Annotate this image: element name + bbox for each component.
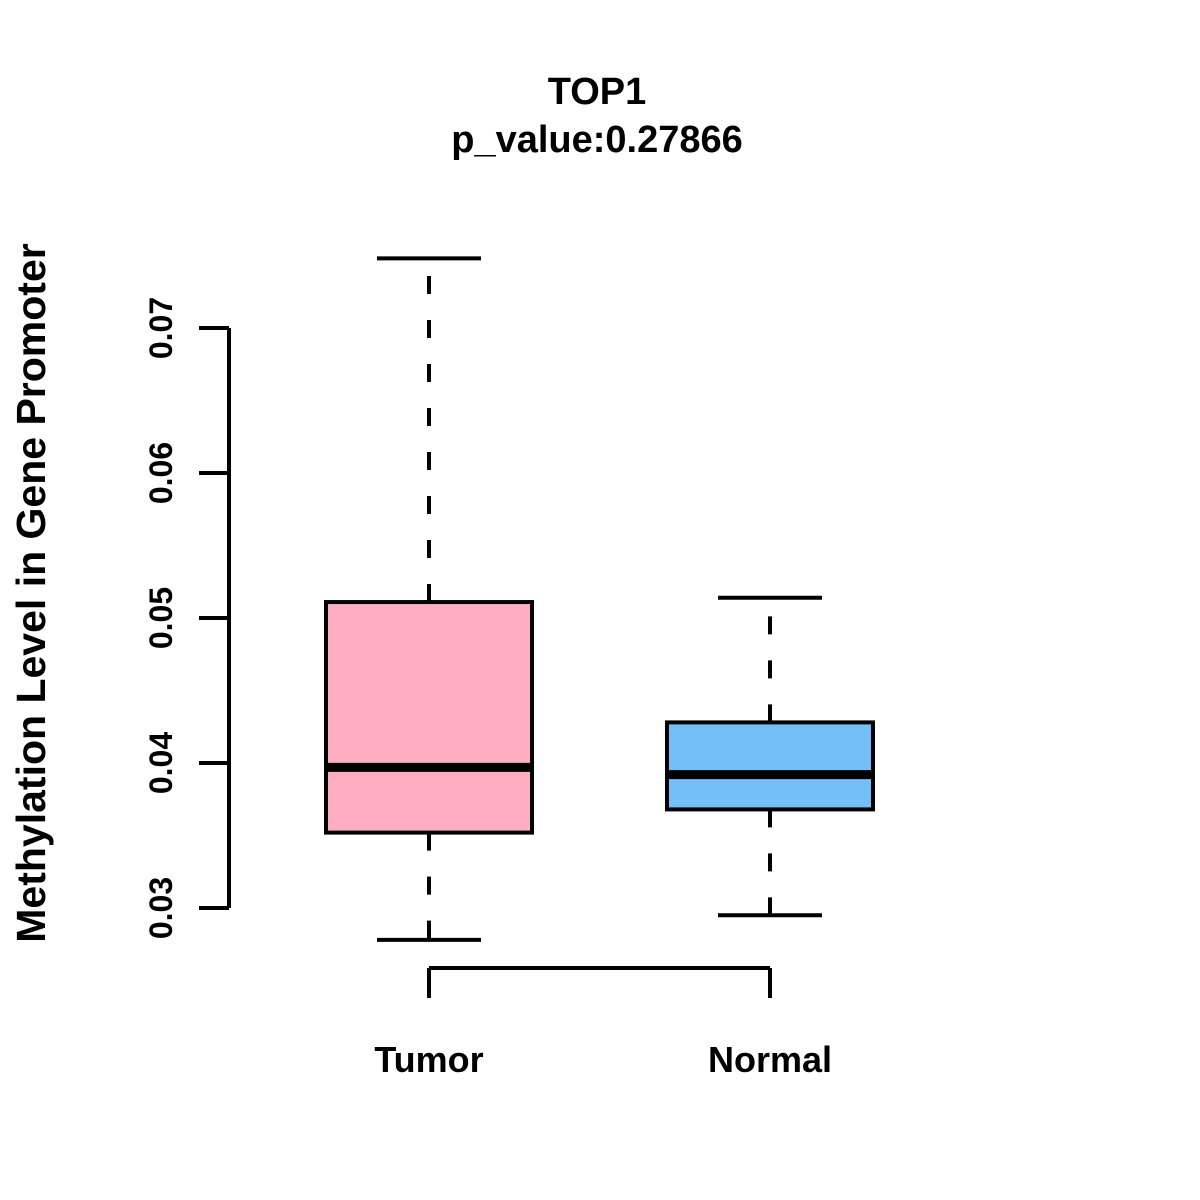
box-normal bbox=[665, 720, 875, 812]
y-tick-label: 0.04 bbox=[143, 732, 179, 794]
y-tick-label: 0.03 bbox=[143, 877, 179, 939]
box-tumor bbox=[324, 600, 534, 835]
p-value-label: p_value:0.27866 bbox=[451, 119, 743, 161]
y-tick-label: 0.05 bbox=[143, 587, 179, 649]
chart-title: TOP1 bbox=[548, 71, 647, 113]
y-tick-label: 0.07 bbox=[143, 297, 179, 359]
x-category-label-tumor: Tumor bbox=[374, 1039, 483, 1080]
y-tick-label: 0.06 bbox=[143, 442, 179, 504]
plot-area: 0.03 0.04 0.05 0.06 0.07 Tumor Normal bbox=[143, 256, 875, 1080]
y-axis-title: Methylation Level in Gene Promoter bbox=[8, 243, 54, 942]
x-category-label-normal: Normal bbox=[708, 1039, 832, 1080]
